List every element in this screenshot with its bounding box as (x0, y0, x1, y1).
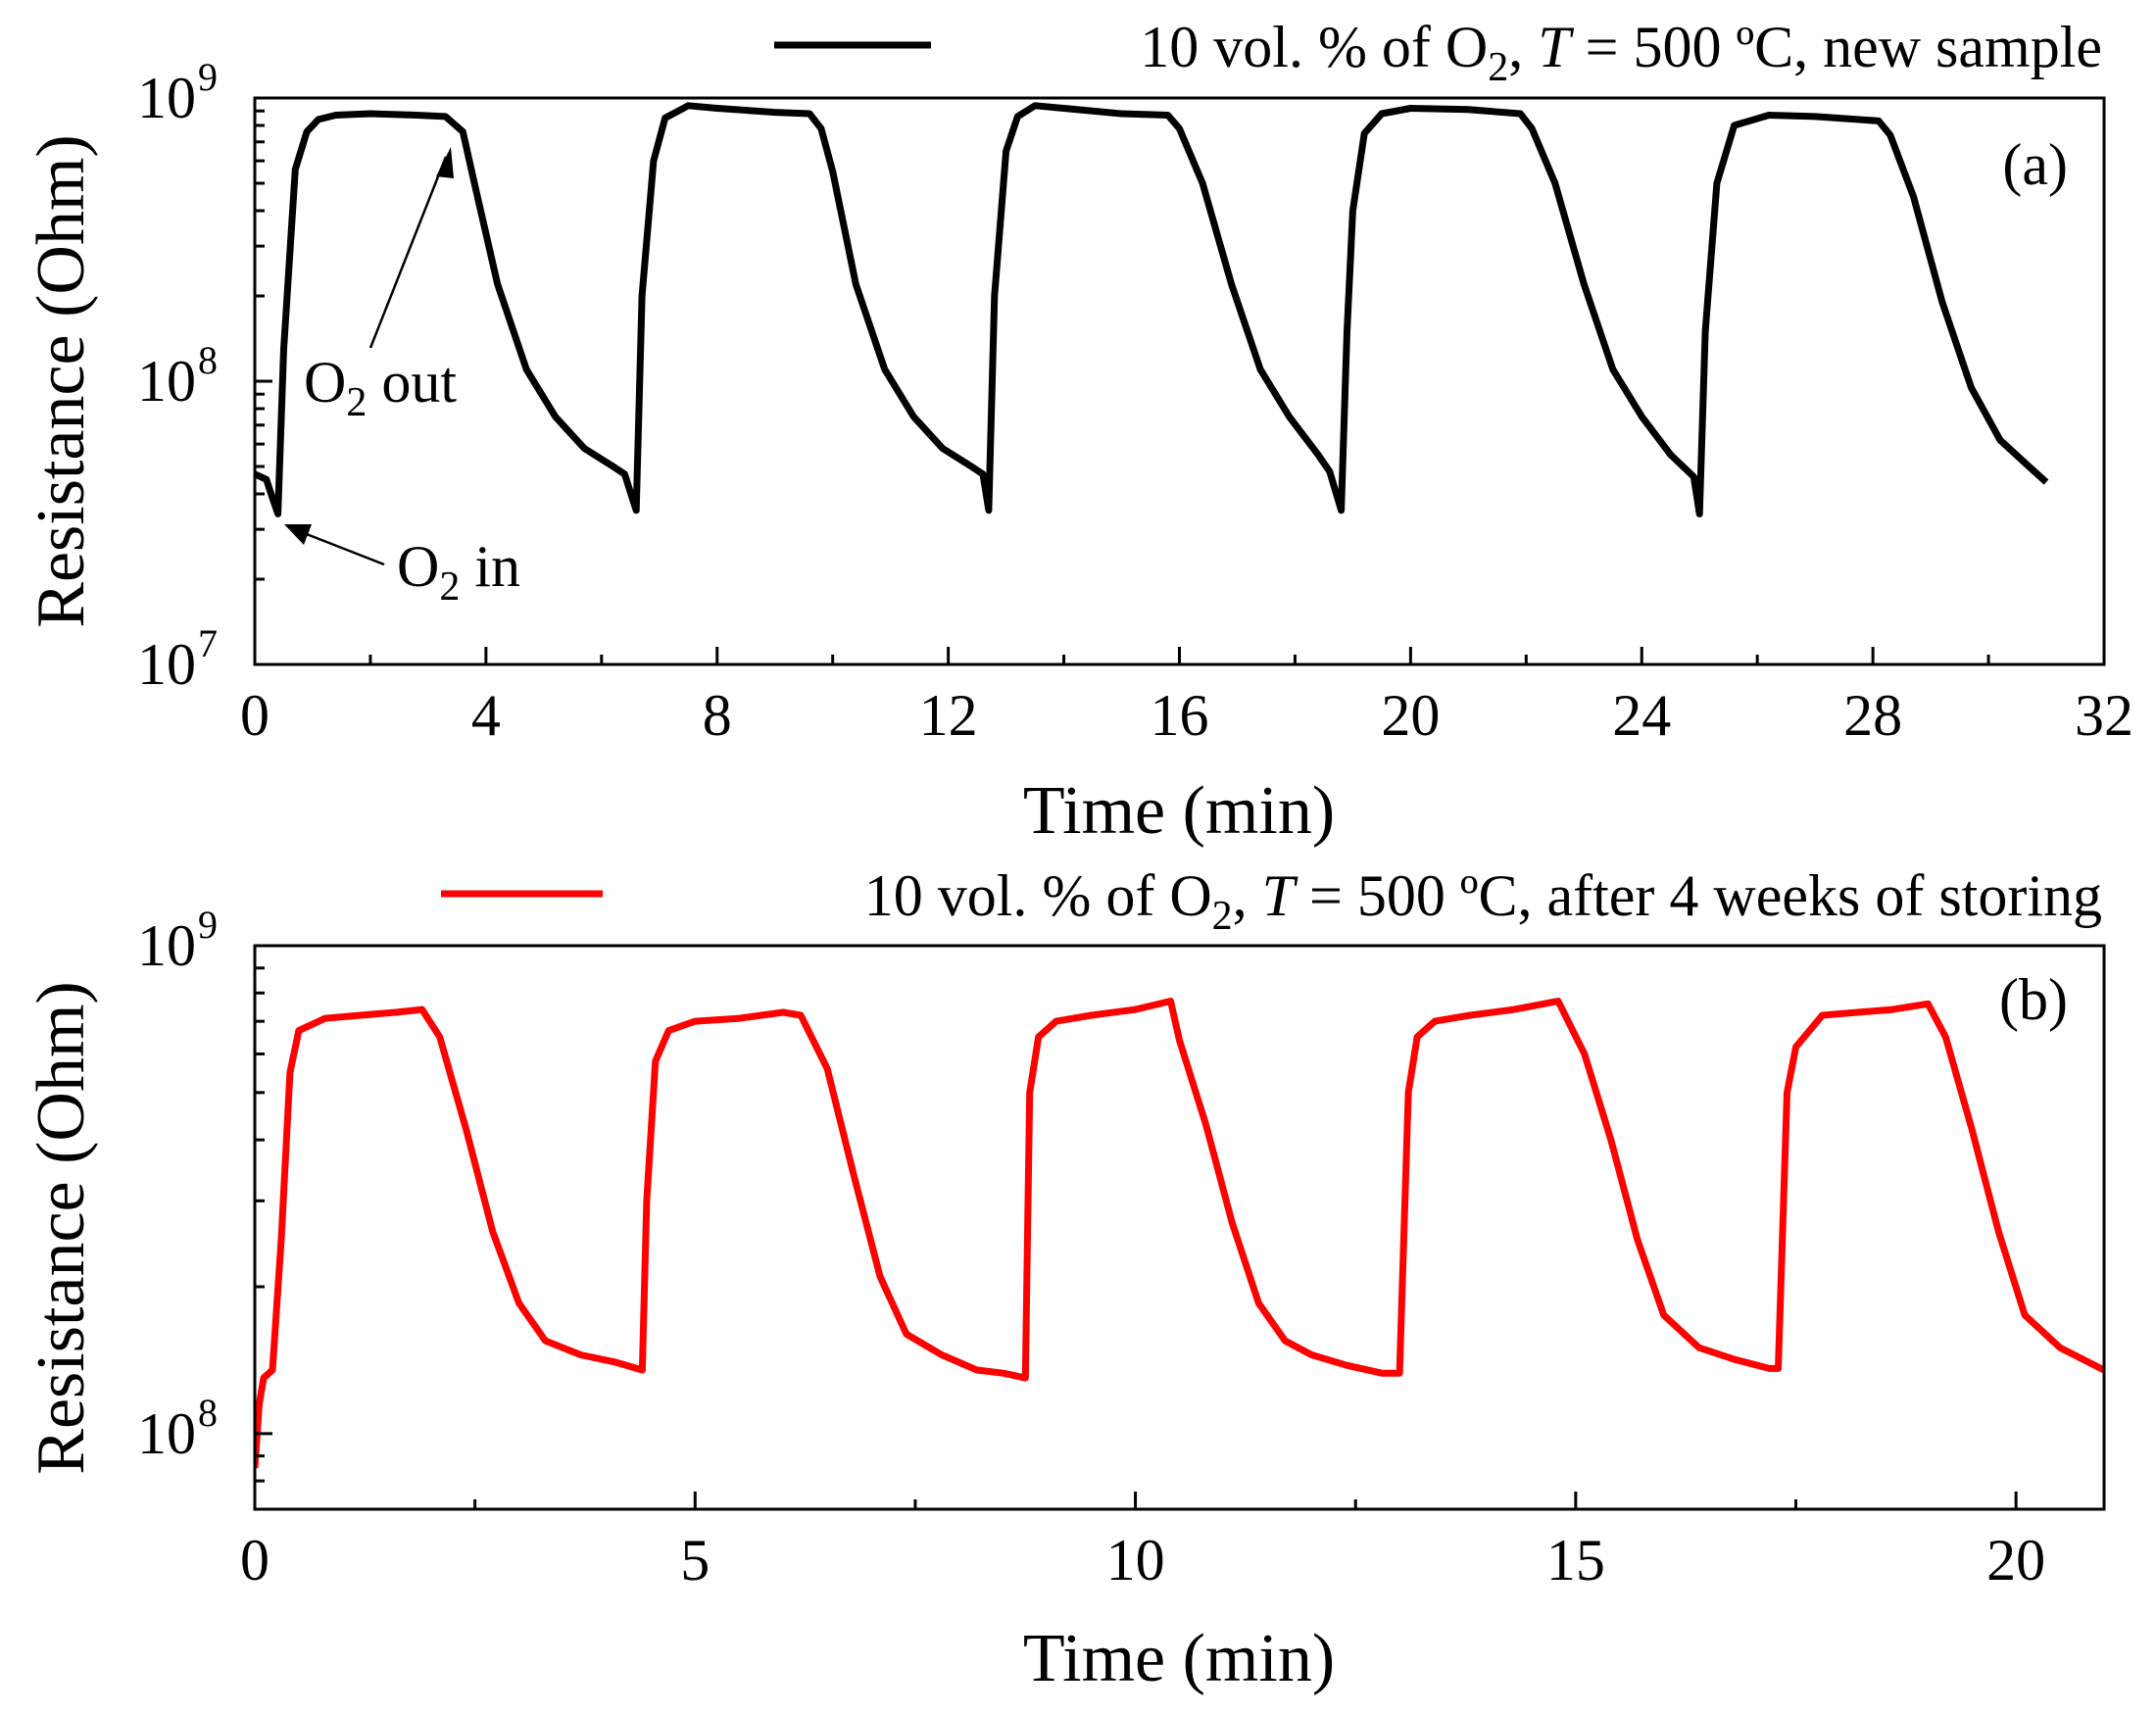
annotation-o2-out-arrowhead (436, 147, 454, 178)
legend-b-label: 10 vol. % of O2, T = 500 ºC, after 4 wee… (864, 863, 2102, 939)
plot-frame-b (253, 944, 2106, 1511)
y-tick-exponent: 8 (198, 338, 218, 382)
y-tick-label: 10 (137, 349, 196, 414)
annotation-o2-in-arrow (293, 527, 385, 566)
panel-a-chart: 10 vol. % of O2, T = 500 ºC, new sample … (24, 15, 2133, 849)
y-tick-label: 10 (137, 1401, 196, 1466)
y-tick-label: 10 (137, 66, 196, 130)
y-axis-title-b: Resistance (Ohm) (24, 981, 99, 1474)
y-tick-exponent: 9 (198, 903, 218, 947)
x-tick-label: 20 (1381, 683, 1440, 748)
annotation-o2-in-arrowhead (284, 524, 312, 545)
x-tick-label: 12 (919, 683, 978, 748)
ticks-a (253, 96, 2106, 666)
panel-label-a: (a) (2002, 132, 2068, 197)
x-tick-label: 0 (240, 683, 270, 748)
ticks-b (253, 944, 2018, 1511)
annotation-o2-out-arrow (368, 156, 448, 349)
y-tick-label: 10 (137, 632, 196, 697)
x-tick-label: 28 (1843, 683, 1902, 748)
x-tick-label: 10 (1106, 1528, 1165, 1592)
legend-a: 10 vol. % of O2, T = 500 ºC, new sample (774, 15, 2102, 90)
x-tick-label: 32 (2075, 683, 2133, 748)
y-tick-exponent: 8 (198, 1391, 218, 1435)
annotation-o2-in: O2 in (284, 524, 520, 610)
legend-a-label: 10 vol. % of O2, T = 500 ºC, new sample (1140, 15, 2102, 90)
x-tick-labels-b: 0 5 10 15 20 (240, 1528, 2045, 1592)
series-line-a (255, 102, 2049, 517)
x-tick-label: 24 (1612, 683, 1671, 748)
x-tick-label: 16 (1151, 683, 1209, 748)
x-tick-label: 15 (1546, 1528, 1605, 1592)
x-tick-labels-a: 0 4 8 12 16 20 24 28 32 (240, 683, 2133, 748)
legend-b: 10 vol. % of O2, T = 500 ºC, after 4 wee… (441, 863, 2102, 939)
annotation-o2-out: O2 out (304, 147, 457, 425)
panel-label-b: (b) (1999, 967, 2068, 1032)
y-tick-exponent: 9 (198, 55, 218, 99)
x-tick-label: 4 (471, 683, 501, 748)
y-tick-exponent: 7 (198, 621, 218, 665)
panel-b-chart: 10 vol. % of O2, T = 500 ºC, after 4 wee… (24, 863, 2106, 1696)
x-tick-label: 5 (680, 1528, 710, 1592)
x-axis-title-b: Time (min) (1023, 1621, 1335, 1696)
x-axis-title-a: Time (min) (1023, 773, 1335, 849)
series-line-b (255, 998, 2104, 1469)
annotation-o2-out-label: O2 out (304, 350, 457, 425)
x-tick-label: 8 (703, 683, 732, 748)
annotation-o2-in-label: O2 in (397, 534, 520, 610)
y-tick-label: 10 (137, 913, 196, 978)
x-tick-label: 0 (240, 1528, 270, 1592)
x-tick-label: 20 (1986, 1528, 2045, 1592)
y-axis-title-a: Resistance (Ohm) (24, 134, 99, 627)
